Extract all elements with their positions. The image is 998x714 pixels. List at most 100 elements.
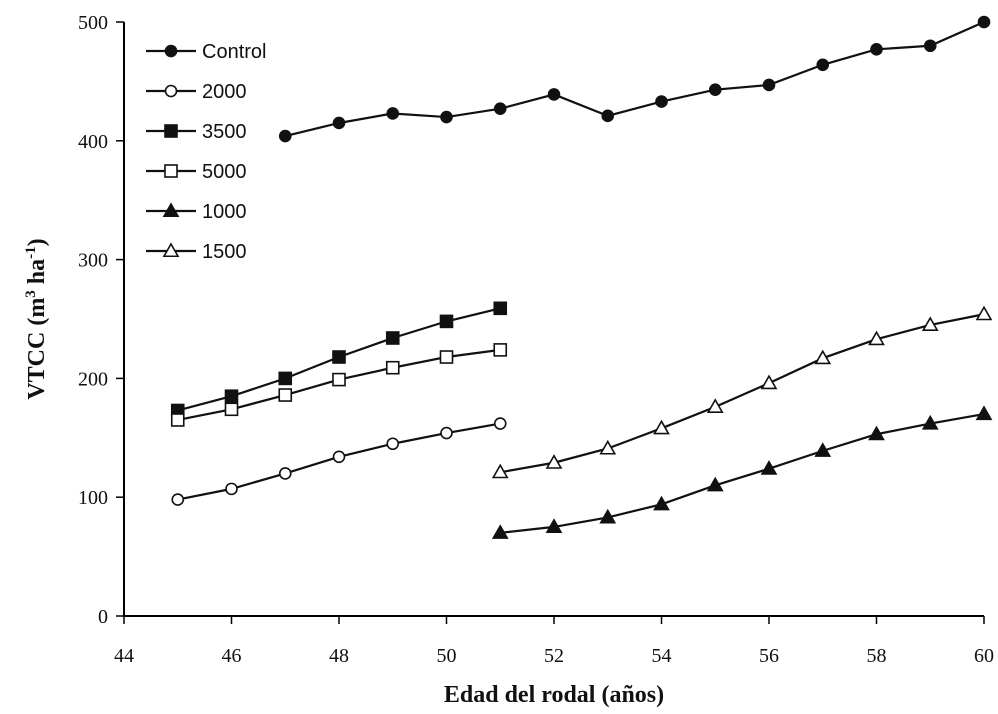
series-2000-point	[278, 467, 292, 480]
legend-item-2000-label: 2000	[202, 81, 247, 103]
x-tick-label: 60	[974, 645, 994, 667]
legend-item-3500-marker	[164, 124, 178, 138]
series-1500-point	[921, 316, 939, 331]
legend-item-1500: 1500	[146, 241, 247, 263]
series-3500-point	[278, 371, 293, 386]
series-control-point	[601, 109, 615, 123]
series-1500-point	[760, 374, 778, 390]
series-control-point	[493, 102, 507, 116]
legend-item-5000-marker	[164, 164, 178, 178]
series-1500-point	[868, 330, 885, 346]
series-5000-point	[224, 402, 239, 417]
y-tick-label: 0	[98, 606, 108, 628]
legend-item-1000: 1000	[146, 201, 247, 223]
series-group	[170, 15, 993, 539]
legend-item-1500-marker	[162, 242, 180, 258]
series-1000-point	[921, 414, 939, 430]
y-axis-title: VTCC (m3 ha-1)	[23, 238, 50, 399]
x-tick-label: 50	[437, 645, 457, 667]
series-3500-point	[224, 389, 239, 404]
series-1500-point	[706, 398, 724, 413]
legend-item-2000-marker	[164, 84, 178, 98]
y-tick-label: 100	[78, 487, 108, 509]
series-1000-point	[599, 508, 617, 524]
legend-item-1000-label: 1000	[202, 201, 247, 223]
series-control-point	[386, 107, 400, 120]
series-2000-point	[225, 482, 238, 496]
series-control-point	[278, 129, 292, 143]
series-2000-point	[440, 426, 453, 440]
x-tick-label: 56	[759, 645, 779, 667]
series-3500	[170, 301, 508, 418]
series-2000	[171, 417, 507, 506]
series-1500-point	[653, 419, 670, 435]
legend-item-3500-label: 3500	[202, 121, 247, 143]
series-control	[278, 15, 991, 143]
y-axis-title-sup2: -1	[23, 246, 39, 259]
y-tick-label: 200	[78, 368, 108, 390]
legend-item-5000-label: 5000	[202, 161, 247, 183]
x-tick-label: 46	[222, 645, 242, 667]
series-1000-point	[653, 495, 670, 511]
series-1000-point	[706, 476, 724, 492]
series-1000-point	[545, 518, 563, 533]
series-control-point	[816, 58, 830, 72]
series-control-point	[440, 110, 453, 124]
x-tick-label: 54	[652, 645, 672, 667]
x-tick-label: 52	[544, 645, 564, 667]
x-tick-label: 58	[867, 645, 887, 667]
series-control-line	[284, 20, 985, 138]
series-5000-point	[170, 413, 185, 427]
series-5000	[170, 343, 508, 427]
series-1500-point	[599, 439, 617, 455]
series-5000-point	[439, 350, 454, 364]
y-axis-title-mid: ha	[24, 259, 50, 290]
legend-item-control: Control	[146, 41, 266, 63]
y-tick-label: 500	[78, 12, 108, 34]
y-tick-label: 300	[78, 250, 108, 272]
series-1500-point	[491, 463, 509, 479]
legend-item-1000-marker	[162, 202, 180, 218]
y-axis-title-sup1: 3	[23, 290, 39, 298]
x-axis-title: Edad del rodal (años)	[444, 682, 664, 708]
x-tick-label: 44	[114, 645, 134, 667]
series-2000-point	[386, 437, 400, 451]
series-3500-point	[439, 314, 454, 329]
series-control-point	[762, 78, 776, 92]
series-1500-point	[814, 349, 832, 365]
series-1000-line	[500, 412, 985, 534]
y-axis-title-end: )	[24, 238, 50, 246]
legend-item-1500-label: 1500	[202, 241, 247, 263]
series-1000	[491, 405, 993, 539]
series-1000-point	[491, 524, 509, 539]
legend: Control 2000 3500 5000 1000 1500	[146, 41, 266, 263]
series-control-point	[547, 88, 561, 101]
series-control-point	[708, 83, 722, 97]
legend-item-control-marker	[164, 44, 178, 58]
series-3500-point	[385, 331, 400, 345]
series-control-point	[870, 43, 883, 56]
x-ticks: 44 46 48 50 52 54 56 58 60	[114, 616, 994, 667]
legend-item-2000: 2000	[146, 81, 247, 103]
series-1500-point	[975, 305, 993, 321]
x-tick-label: 48	[329, 645, 349, 667]
series-2000-point	[171, 493, 185, 506]
series-control-point	[923, 39, 937, 53]
legend-item-control-label: Control	[202, 41, 266, 63]
series-control-point	[977, 15, 991, 29]
series-1500-line	[500, 313, 985, 474]
series-2000-point	[332, 450, 346, 464]
series-1000-point	[975, 405, 993, 421]
series-5000-point	[493, 343, 508, 357]
series-3500-point	[493, 301, 508, 316]
series-1500-point	[545, 454, 563, 469]
y-ticks: 0 100 200 300 400 500	[78, 12, 124, 628]
legend-item-3500: 3500	[146, 121, 247, 143]
series-control-point	[332, 116, 346, 130]
series-5000-point	[385, 360, 400, 375]
series-1000-point	[760, 460, 778, 475]
y-tick-label: 400	[78, 131, 108, 153]
legend-item-5000: 5000	[146, 161, 247, 183]
series-5000-point	[278, 388, 293, 402]
